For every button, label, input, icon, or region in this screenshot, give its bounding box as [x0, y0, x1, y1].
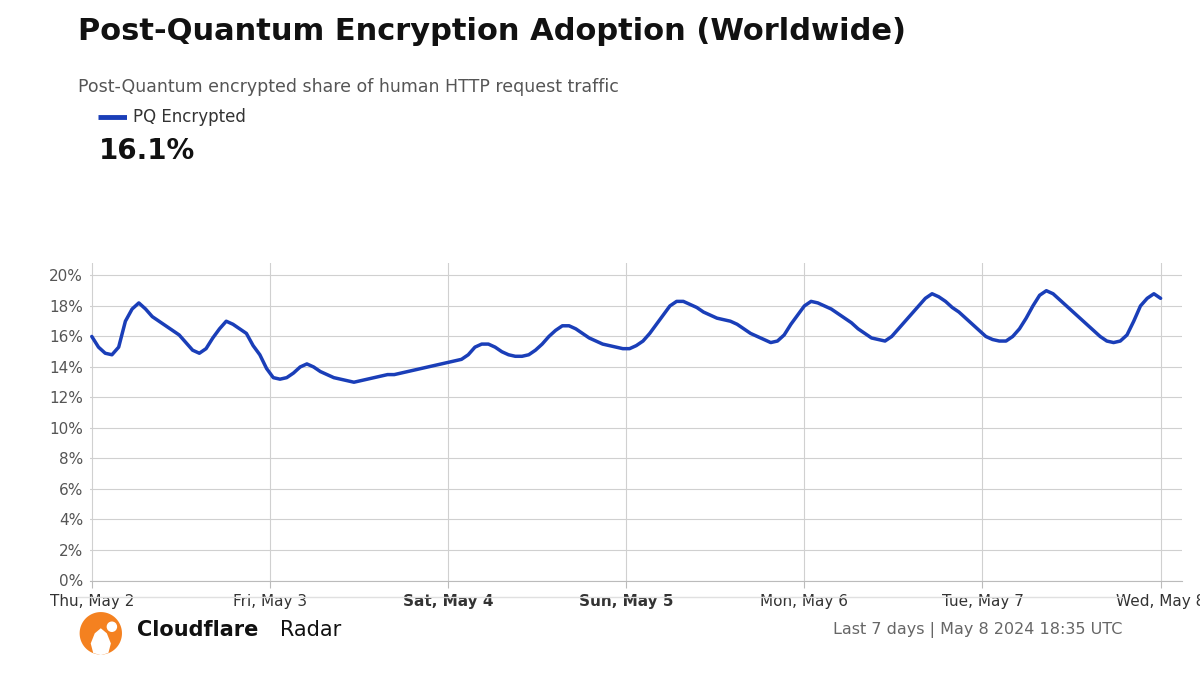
Circle shape: [107, 622, 116, 631]
Text: Last 7 days | May 8 2024 18:35 UTC: Last 7 days | May 8 2024 18:35 UTC: [833, 622, 1122, 639]
Text: Post-Quantum Encryption Adoption (Worldwide): Post-Quantum Encryption Adoption (Worldw…: [78, 17, 906, 46]
Polygon shape: [79, 612, 122, 655]
Text: 16.1%: 16.1%: [98, 137, 194, 165]
Text: Post-Quantum encrypted share of human HTTP request traffic: Post-Quantum encrypted share of human HT…: [78, 78, 619, 96]
Polygon shape: [91, 628, 110, 655]
Text: Radar: Radar: [280, 620, 341, 641]
Text: PQ Encrypted: PQ Encrypted: [133, 109, 246, 126]
Text: Cloudflare: Cloudflare: [137, 620, 258, 641]
